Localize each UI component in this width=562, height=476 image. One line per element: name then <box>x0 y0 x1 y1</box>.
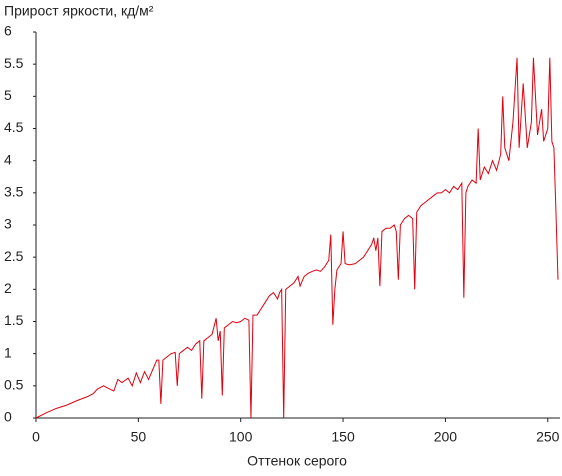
x-tick-label: 200 <box>434 429 458 445</box>
y-tick-label: 2 <box>4 280 12 296</box>
x-tick-label: 250 <box>536 429 560 445</box>
y-tick-label: 0 <box>4 409 12 425</box>
y-tick-label: 2.5 <box>4 248 24 264</box>
x-tick-label: 100 <box>229 429 253 445</box>
chart-title: Прирост яркости, кд/м² <box>4 3 154 19</box>
y-tick-label: 6 <box>4 23 12 39</box>
data-line <box>35 57 559 419</box>
x-tick-label: 0 <box>32 429 40 445</box>
x-tick-label: 50 <box>131 429 147 445</box>
y-tick-label: 4.5 <box>4 119 24 135</box>
x-tick-label: 150 <box>331 429 355 445</box>
y-tick-label: 1.5 <box>4 312 24 328</box>
y-tick-label: 3 <box>4 216 12 232</box>
x-axis-label: Оттенок серого <box>247 453 347 469</box>
y-tick-label: 1 <box>4 344 12 360</box>
y-tick-label: 4 <box>4 151 12 167</box>
y-tick-label: 0.5 <box>4 377 24 393</box>
y-tick-label: 5.5 <box>4 55 24 71</box>
y-tick-label: 3.5 <box>4 184 24 200</box>
y-tick-label: 5 <box>4 87 12 103</box>
